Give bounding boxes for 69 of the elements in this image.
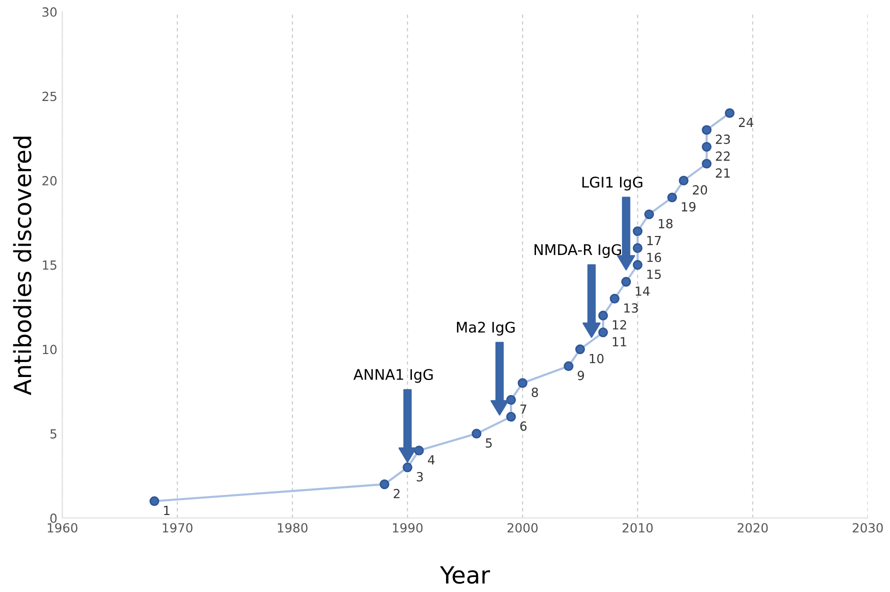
data-label: 23 [716,134,730,144]
data-label: 24 [738,118,754,127]
annotation: LGI1 IgG [582,176,642,191]
point [518,378,528,388]
point [598,328,608,338]
point [149,496,160,506]
point [632,260,642,270]
point [414,446,424,456]
point [702,142,712,152]
data-label: 6 [520,421,527,431]
point [610,294,620,304]
x-tick-label: 2020 [738,523,768,533]
y-tick-label: 5 [50,429,56,439]
point [380,479,390,490]
point [702,158,712,169]
point [632,226,642,236]
data-label: 4 [428,455,435,464]
point [644,209,654,220]
data-label: 10 [590,354,604,364]
x-tick-label: 1970 [162,523,192,533]
annotation: Ma2 IgG [456,322,515,336]
point [575,344,585,354]
data-label: 22 [716,151,730,161]
point [667,192,677,202]
point [621,276,631,287]
data-label: 7 [520,404,526,414]
data-label: 17 [647,236,661,246]
annotation: ANNA1 IgG [353,368,433,383]
data-label: 12 [612,320,626,330]
x-tick-label: 1960 [48,523,78,533]
data-label: 16 [647,252,662,262]
y-tick-label: 25 [42,92,56,102]
y-tick-label: 30 [42,7,57,17]
data-label: 15 [647,270,661,279]
data-label: 1 [164,506,170,516]
x-tick-label: 2030 [852,523,883,533]
y-tick-label: 15 [42,260,56,270]
point [472,428,482,438]
point [678,176,689,186]
data-label: 2 [394,488,400,498]
x-axis-title: Year [440,566,490,584]
y-tick-label: 20 [42,176,57,186]
data-label: 21 [716,168,730,178]
point [702,125,712,135]
data-label: 5 [486,438,492,448]
point [506,412,516,422]
point [632,243,642,253]
point [724,108,735,118]
x-tick-label: 2000 [508,523,538,533]
y-tick-label: 0 [50,513,57,523]
x-tick-label: 1980 [278,523,308,533]
x-tick-label: 1990 [392,523,423,533]
data-label: 8 [532,388,538,398]
data-label: 3 [416,472,423,482]
data-label: 14 [636,286,650,296]
y-tick-label: 10 [42,344,57,354]
data-label: 13 [624,303,638,313]
data-label: 18 [658,218,673,228]
point [402,462,412,472]
point [564,361,574,372]
x-tick-label: 2010 [622,523,653,533]
point [598,310,608,320]
data-label: 9 [578,370,584,380]
y-axis-title: Antibodies discovered [13,136,32,396]
point [506,395,516,405]
data-label: 19 [682,202,696,212]
data-label: 20 [692,185,708,195]
annotation: NMDA-R IgG [534,244,621,258]
data-label: 11 [612,337,626,346]
